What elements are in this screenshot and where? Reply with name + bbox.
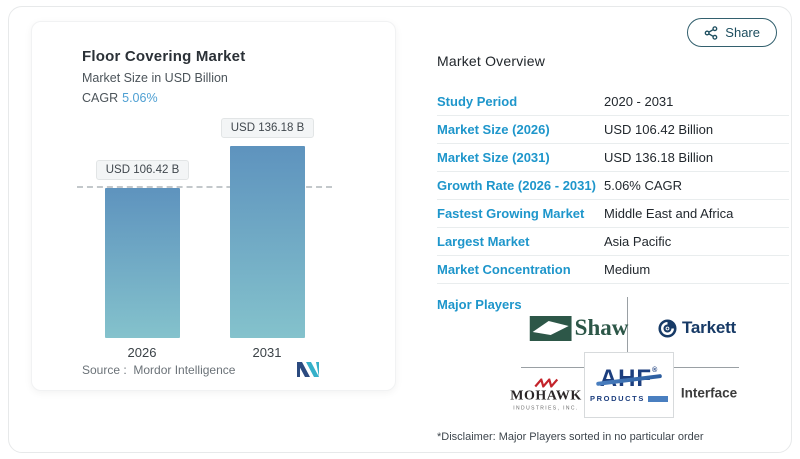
- source-row: Source : Mordor Intelligence: [82, 362, 375, 377]
- ahf-registered-mark: ®: [652, 367, 659, 374]
- mordor-intelligence-logo-icon: [297, 362, 320, 377]
- market-overview-panel: Market Overview Study Period 2020 - 2031…: [437, 53, 789, 443]
- x-axis-label-2031: 2031: [252, 345, 282, 360]
- ahf-products-logo: AHF® PRODUCTS: [584, 352, 674, 418]
- mohawk-wordmark: MOHAWK: [510, 388, 582, 404]
- row-label: Largest Market: [437, 234, 530, 249]
- bar-value-label-2031: USD 136.18 B: [220, 118, 315, 138]
- chart-subtitle: Market Size in USD Billion: [82, 71, 228, 85]
- table-row-largest-market: Largest Market Asia Pacific: [437, 228, 789, 256]
- x-axis-label-2026: 2026: [127, 345, 157, 360]
- row-label: Growth Rate (2026 - 2031): [437, 178, 596, 193]
- chart-title: Floor Covering Market: [82, 48, 246, 65]
- row-value: 2020 - 2031: [604, 94, 674, 109]
- row-value: Asia Pacific: [604, 234, 672, 249]
- row-value: USD 106.42 Billion: [604, 122, 714, 137]
- panel-title: Market Overview: [437, 53, 546, 69]
- bar-value-label-2026: USD 106.42 B: [95, 160, 190, 180]
- bar-2031[interactable]: [230, 146, 305, 338]
- bar-2026[interactable]: [105, 188, 180, 338]
- mohawk-feather-icon: [533, 378, 559, 388]
- bar-column-2026: USD 106.42 B: [95, 160, 190, 338]
- table-row-fastest-growing-market: Fastest Growing Market Middle East and A…: [437, 200, 789, 228]
- tarkett-swirl-icon: [658, 318, 677, 338]
- mohawk-subtext: INDUSTRIES, INC.: [513, 405, 579, 412]
- players-vertical-divider: [627, 297, 628, 352]
- ahf-bar-icon: [647, 395, 668, 402]
- source-value: Mordor Intelligence: [133, 362, 236, 377]
- ahf-wordmark: AHF®: [596, 367, 662, 391]
- table-row-market-size-2026: Market Size (2026) USD 106.42 Billion: [437, 116, 789, 144]
- row-value: USD 136.18 Billion: [604, 150, 714, 165]
- shaw-wordmark: Shaw: [574, 315, 629, 340]
- chart-cagr: CAGR 5.06%: [82, 91, 375, 105]
- share-button[interactable]: Share: [687, 18, 777, 47]
- cagr-value: 5.06%: [122, 91, 158, 105]
- table-row-market-concentration: Market Concentration Medium: [437, 256, 789, 284]
- mohawk-logo: MOHAWK INDUSTRIES, INC.: [510, 378, 582, 412]
- disclaimer-text: *Disclaimer: Major Players sorted in no …: [437, 431, 704, 443]
- share-icon: [704, 25, 718, 40]
- row-label: Fastest Growing Market: [437, 206, 585, 221]
- row-value: Middle East and Africa: [604, 206, 734, 221]
- cagr-label: CAGR: [82, 91, 119, 105]
- shaw-logo: Shaw: [529, 315, 629, 341]
- major-players-label: Major Players: [437, 297, 522, 312]
- major-players-section: Major Players Shaw: [437, 295, 789, 425]
- table-row-market-size-2031: Market Size (2031) USD 136.18 Billion: [437, 144, 789, 172]
- row-label: Market Concentration: [437, 262, 571, 277]
- bar-chart: USD 106.42 B USD 136.18 B 2026 2031: [77, 117, 332, 360]
- table-row-study-period: Study Period 2020 - 2031: [437, 88, 789, 116]
- source-label: Source :: [82, 362, 127, 377]
- row-label: Market Size (2026): [437, 122, 550, 137]
- row-value: 5.06% CAGR: [604, 178, 683, 193]
- row-value: Medium: [604, 262, 651, 277]
- shaw-emblem-icon: [529, 315, 572, 341]
- tarkett-logo: Tarkett: [658, 318, 736, 338]
- row-label: Study Period: [437, 94, 518, 109]
- tarkett-wordmark: Tarkett: [681, 318, 737, 337]
- reference-dashed-line: [77, 186, 332, 188]
- interface-logo: Interface: [681, 386, 737, 401]
- infographic-frame: Share Floor Covering Market Market Size …: [8, 6, 792, 453]
- bar-column-2031: USD 136.18 B: [220, 118, 315, 338]
- ahf-subtext: PRODUCTS: [590, 394, 645, 403]
- share-button-label: Share: [725, 25, 760, 40]
- table-row-growth-rate: Growth Rate (2026 - 2031) 5.06% CAGR: [437, 172, 789, 200]
- row-label: Market Size (2031): [437, 150, 550, 165]
- interface-wordmark: Interface: [680, 385, 738, 401]
- overview-table: Study Period 2020 - 2031 Market Size (20…: [437, 88, 789, 284]
- chart-card: Floor Covering Market Market Size in USD…: [31, 21, 396, 391]
